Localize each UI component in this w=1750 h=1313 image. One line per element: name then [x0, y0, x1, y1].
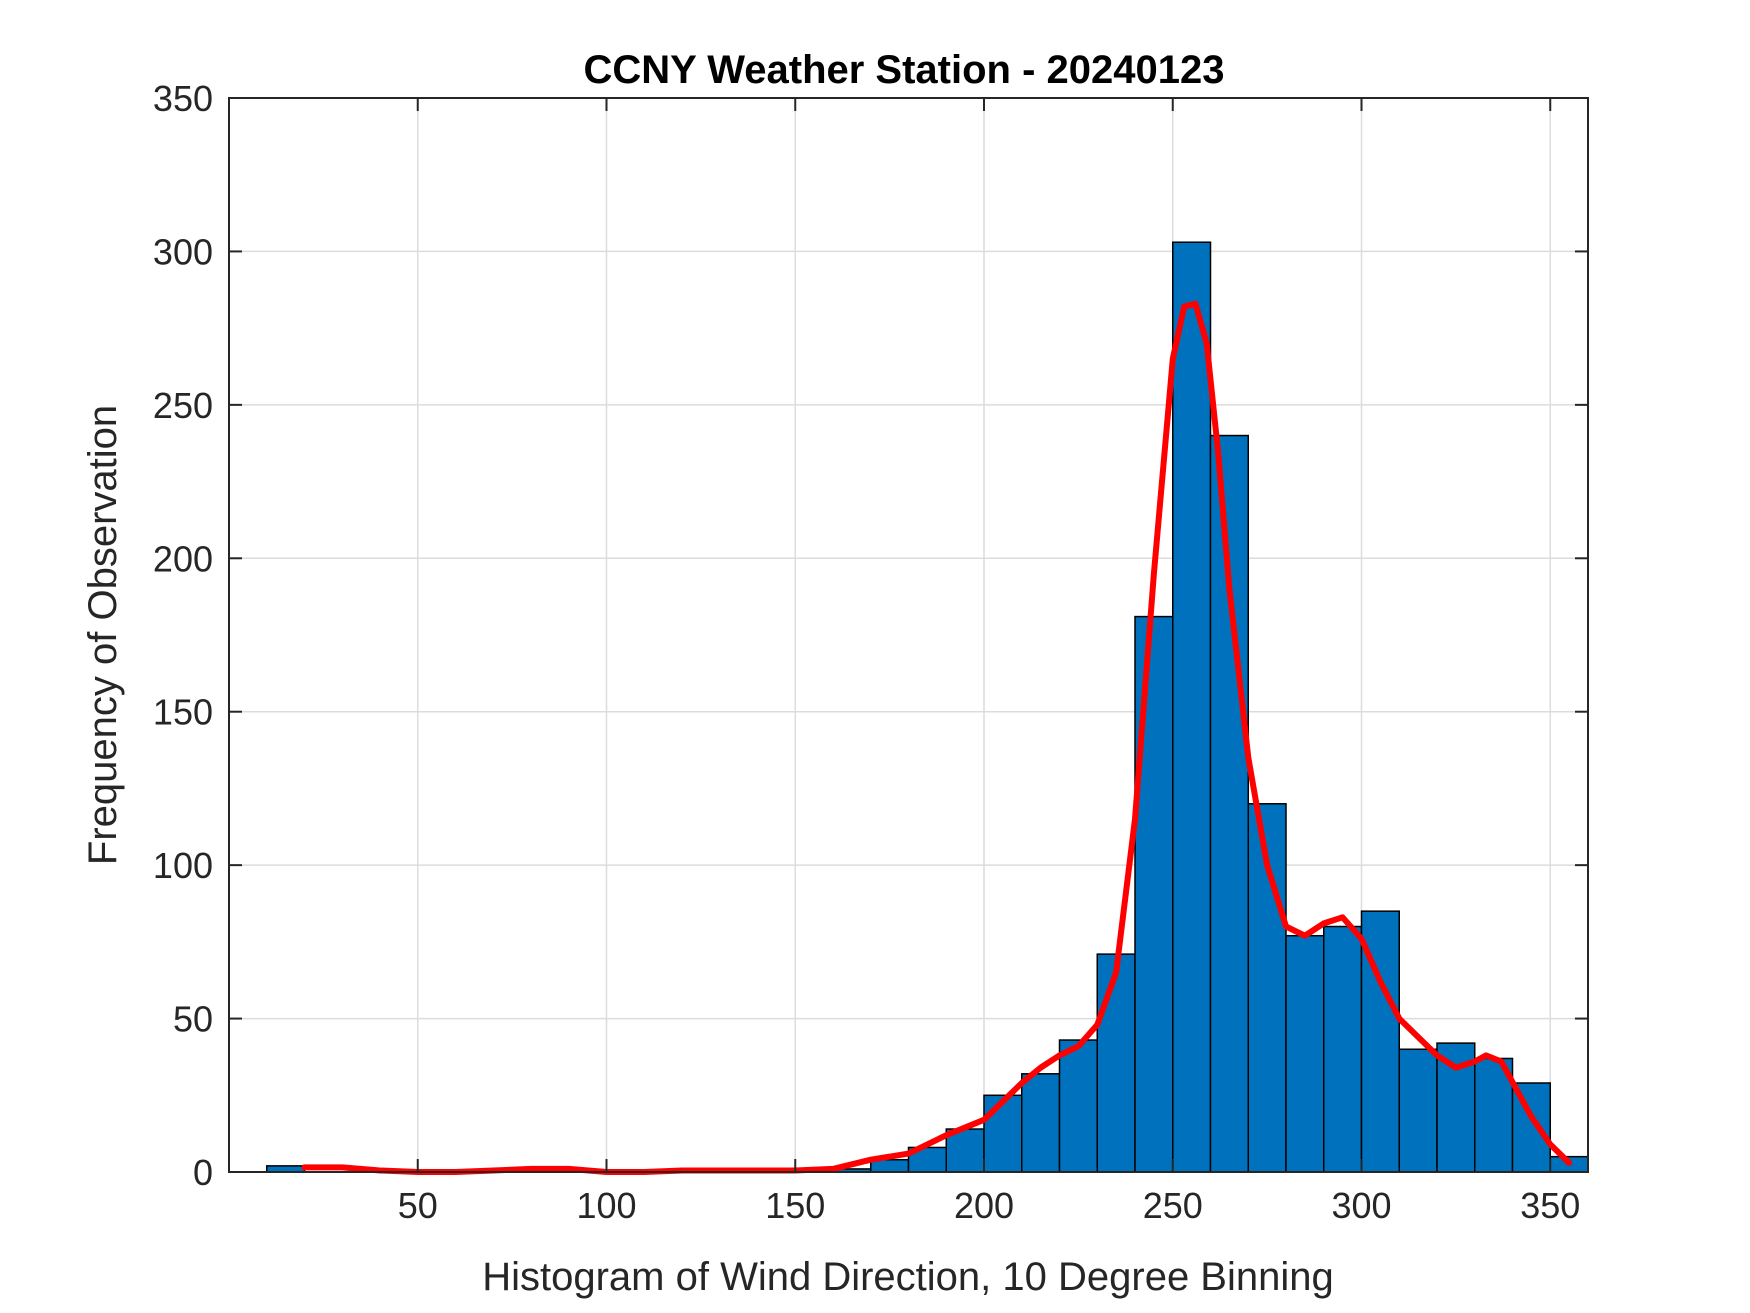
y-tick-label: 150 [153, 692, 213, 733]
histogram-bar [1323, 925, 1363, 1173]
y-tick-label: 200 [153, 538, 213, 579]
x-tick-label: 150 [765, 1185, 825, 1226]
histogram-bar [1096, 953, 1136, 1173]
histogram-bar [1285, 934, 1325, 1173]
histogram-bar [1209, 434, 1249, 1173]
x-tick-label: 50 [398, 1185, 438, 1226]
axis-ticks [229, 97, 1588, 1173]
histogram-bar [1058, 1039, 1098, 1173]
y-tick-label: 0 [193, 1152, 213, 1193]
histogram-bar [1247, 803, 1287, 1173]
histogram-bar [983, 1094, 1023, 1173]
y-tick-label: 250 [153, 385, 213, 426]
x-tick-label: 100 [576, 1185, 636, 1226]
x-tick-label: 250 [1143, 1185, 1203, 1226]
y-tick-labels: 0 50 100 150 200 250 300 350 [153, 78, 213, 1193]
chart-title: CCNY Weather Station - 20240123 [584, 48, 1225, 92]
x-tick-label: 350 [1520, 1185, 1580, 1226]
axes-box [228, 97, 1589, 1173]
y-tick-label: 100 [153, 845, 213, 886]
histogram-bar [1172, 241, 1212, 1173]
histogram-bar [1021, 1073, 1061, 1173]
x-tick-label: 200 [954, 1185, 1014, 1226]
histogram-bars [266, 241, 1589, 1173]
x-axis-label: Histogram of Wind Direction, 10 Degree B… [482, 1255, 1334, 1299]
histogram-bar [945, 1128, 985, 1173]
y-axis-label: Frequency of Observation [81, 405, 125, 865]
x-tick-label: 300 [1331, 1185, 1391, 1226]
y-tick-label: 300 [153, 231, 213, 272]
histogram-bar [1134, 615, 1174, 1173]
histogram-bar [1398, 1048, 1438, 1173]
y-tick-label: 50 [173, 999, 213, 1040]
y-tick-label: 350 [153, 78, 213, 119]
x-tick-labels: 50 100 150 200 250 300 350 [398, 1185, 1581, 1226]
